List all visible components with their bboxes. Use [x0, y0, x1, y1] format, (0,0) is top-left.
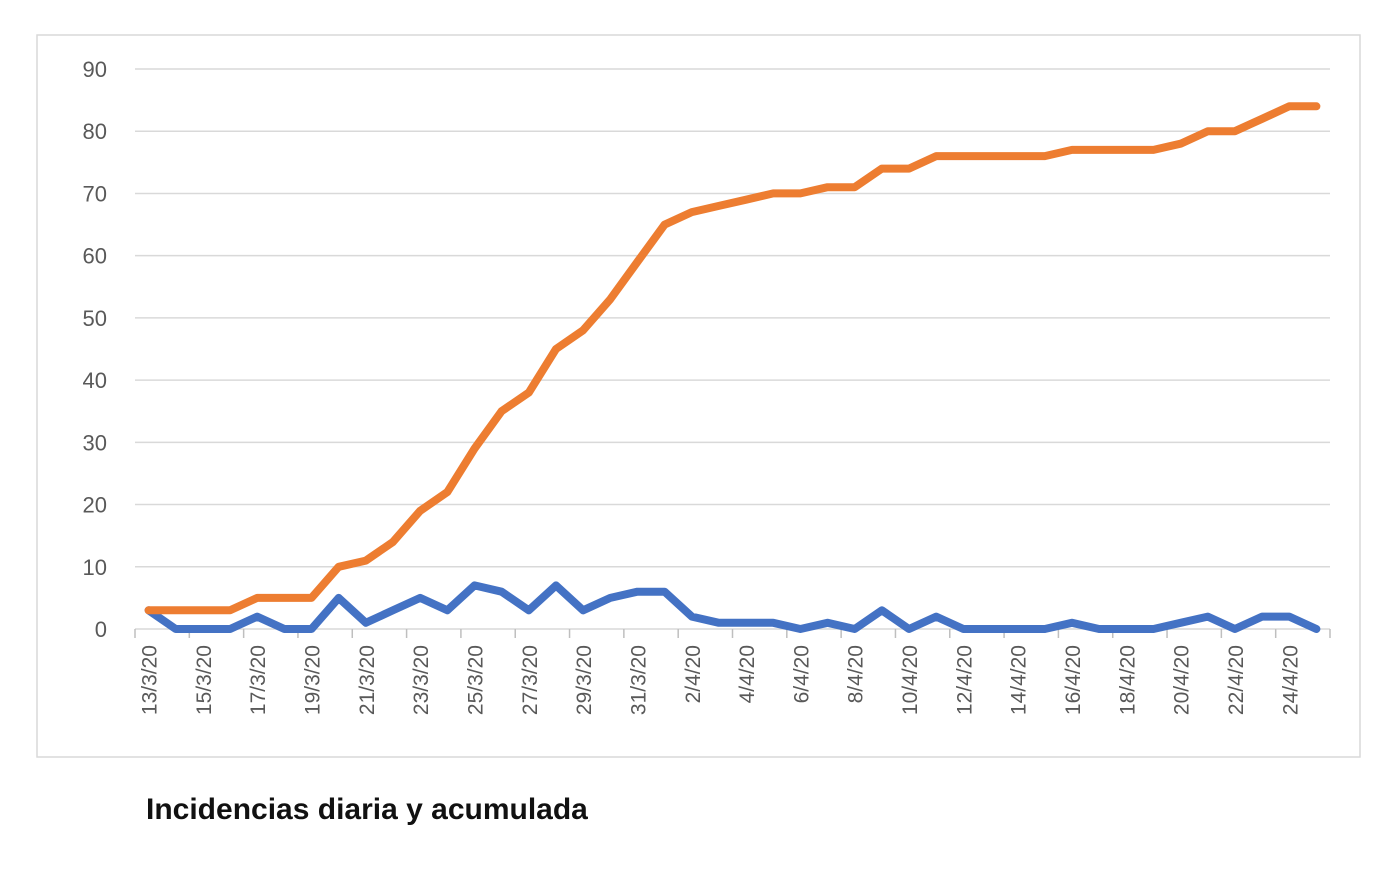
series-line-daily	[144, 581, 1321, 633]
x-axis-label: 19/3/20	[302, 645, 325, 715]
x-axis-label: 13/3/20	[139, 645, 162, 715]
y-axis-label: 40	[83, 368, 107, 393]
x-axis-label: 10/4/20	[899, 645, 922, 715]
x-axis-label: 2/4/20	[682, 645, 705, 703]
y-axis-label: 90	[83, 57, 107, 82]
x-axis-label: 15/3/20	[193, 645, 216, 715]
y-axis-label: 80	[83, 119, 107, 144]
x-axis-label: 12/4/20	[953, 645, 976, 715]
chart-title: Incidencias diaria y acumulada	[146, 793, 588, 826]
y-axis-label: 30	[83, 430, 107, 455]
x-axis-label: 14/4/20	[1008, 645, 1031, 715]
x-axis-label: 24/4/20	[1279, 645, 1302, 715]
y-axis-label: 60	[83, 244, 107, 269]
x-axis-label: 20/4/20	[1171, 645, 1194, 715]
x-axis-label: 4/4/20	[736, 645, 759, 703]
y-axis-label: 50	[83, 306, 107, 331]
x-axis-label: 31/3/20	[627, 645, 650, 715]
y-axis-label: 70	[83, 181, 107, 206]
y-axis-label: 0	[95, 617, 107, 642]
series-line-cumulative	[144, 102, 1321, 615]
x-axis-label: 27/3/20	[519, 645, 542, 715]
x-axis-label: 18/4/20	[1116, 645, 1139, 715]
y-axis-label: 20	[83, 493, 107, 518]
x-axis-label: 22/4/20	[1225, 645, 1248, 715]
x-axis-label: 21/3/20	[356, 645, 379, 715]
chart-frame	[36, 34, 1361, 758]
x-axis-label: 29/3/20	[573, 645, 596, 715]
x-axis-label: 17/3/20	[247, 645, 270, 715]
x-axis-label: 6/4/20	[790, 645, 813, 703]
x-axis-label: 8/4/20	[845, 645, 868, 703]
x-axis-label: 25/3/20	[464, 645, 487, 715]
y-axis-label: 10	[83, 555, 107, 580]
x-axis-label: 23/3/20	[410, 645, 433, 715]
x-axis-label: 16/4/20	[1062, 645, 1085, 715]
